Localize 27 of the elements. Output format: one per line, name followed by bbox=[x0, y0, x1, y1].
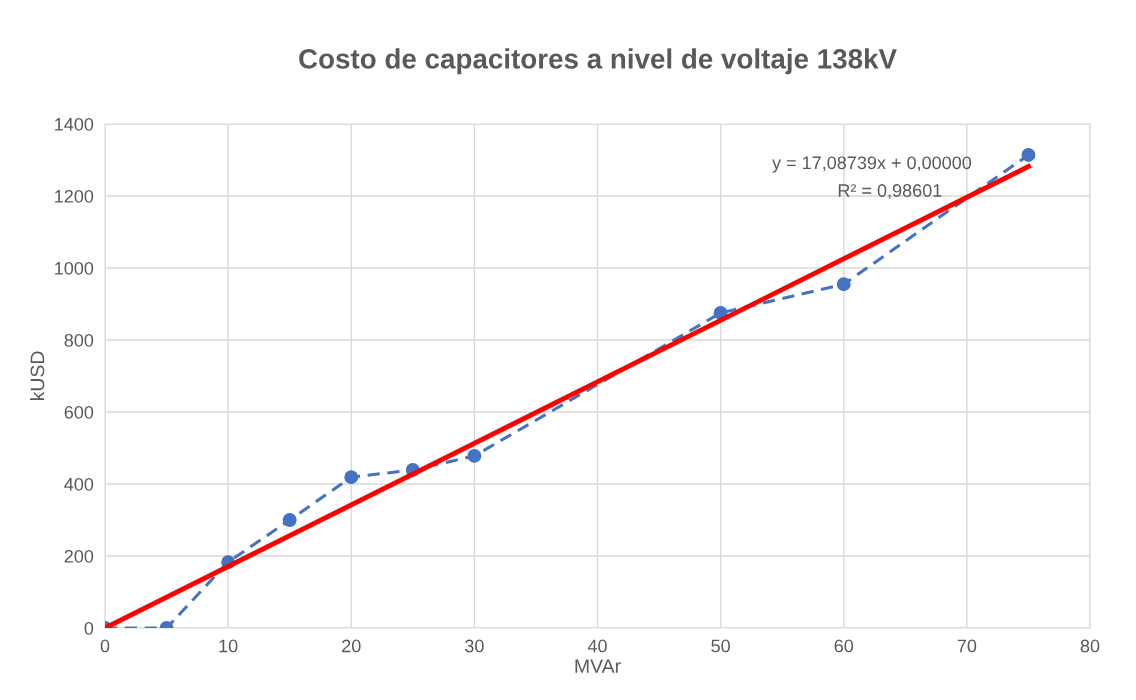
x-tick-label: 20 bbox=[342, 639, 361, 653]
x-axis-title: MVAr bbox=[575, 659, 621, 673]
x-tick-label: 50 bbox=[711, 639, 730, 653]
chart-title: Costo de capacitores a nivel de voltaje 138kV bbox=[299, 48, 897, 75]
y-tick-label: 0 bbox=[84, 621, 94, 635]
y-tick-label: 200 bbox=[64, 549, 94, 563]
y-tick-label: 600 bbox=[64, 405, 94, 419]
x-tick-label: 40 bbox=[587, 639, 607, 653]
point bbox=[344, 470, 359, 485]
point bbox=[467, 448, 482, 463]
x-tick-label: 60 bbox=[834, 639, 854, 653]
x-tick-label: 30 bbox=[465, 639, 484, 653]
y-tick-label: 1200 bbox=[55, 189, 94, 203]
y-tick-label: 400 bbox=[64, 477, 94, 491]
y-axis-title: kUSD bbox=[30, 351, 45, 401]
y-tick-label: 1400 bbox=[55, 117, 94, 131]
point bbox=[282, 513, 297, 527]
x-tick-label: 10 bbox=[219, 639, 238, 653]
x-tick-label: 80 bbox=[1080, 639, 1100, 653]
y-tick-label: 800 bbox=[64, 333, 94, 347]
y-tick-label: 1000 bbox=[55, 261, 94, 275]
annotation: y = 17,08739x + 0,00000 bbox=[772, 156, 972, 173]
point bbox=[1021, 148, 1036, 162]
annotation: R² = 0,98601 bbox=[838, 184, 942, 200]
x-tick-label: 0 bbox=[100, 639, 110, 653]
point bbox=[836, 277, 851, 292]
x-tick-label: 70 bbox=[957, 639, 977, 653]
